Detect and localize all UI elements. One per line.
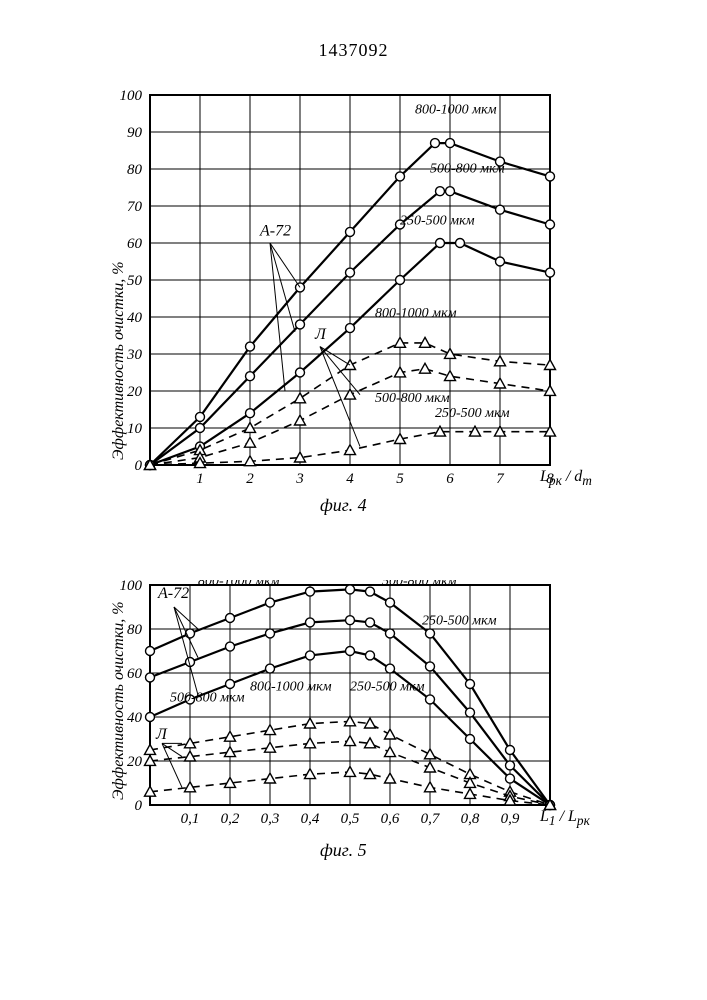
svg-text:0,7: 0,7 [421,811,441,827]
fig5-wrap: Эффективность очистки, % 0,10,20,30,40,5… [120,580,620,900]
svg-text:10: 10 [127,421,143,437]
svg-text:40: 40 [127,710,143,726]
fig5-chart: 0,1 0,2 0,3 0,4 0,5 0,6 0,7 0,8 0,9 0 20 40 60 80 100 А… [120,580,590,840]
svg-text:500-800 мкм: 500-800 мкм [430,162,505,177]
svg-text:90: 90 [127,125,143,141]
svg-text:800-1000 мкм: 800-1000 мкм [415,103,497,118]
doc-number: 1437092 [319,40,389,61]
svg-text:500-800 мкм: 500-800 мкм [382,580,457,589]
svg-text:250-500 мкм: 250-500 мкм [400,214,475,229]
svg-text:60: 60 [127,666,143,682]
svg-text:20: 20 [127,384,143,400]
svg-text:500-800 мкм: 500-800 мкм [375,391,450,406]
svg-text:0,5: 0,5 [341,811,360,827]
svg-text:80: 80 [127,622,143,638]
fig4-ylabel: Эффективность очистки, % [110,261,128,460]
svg-text:А-72: А-72 [157,585,189,602]
svg-text:0,2: 0,2 [221,811,240,827]
fig4-caption: фиг. 4 [320,495,367,516]
svg-text:0,9: 0,9 [501,811,520,827]
page: 1437092 Эффективность очистки, % 1 2 3 4 5 6 7… [0,0,707,1000]
svg-text:Л: Л [155,726,168,743]
fig4-xlabel-text: Lрк / dт [540,468,592,485]
svg-text:100: 100 [120,580,143,594]
svg-text:6: 6 [446,471,454,487]
fig5-xlabel-text: L1 / Lрк [540,808,590,825]
svg-text:0,6: 0,6 [381,811,400,827]
svg-text:0: 0 [135,458,143,474]
svg-text:100: 100 [120,90,143,104]
svg-text:3: 3 [295,471,304,487]
svg-text:0: 0 [135,798,143,814]
svg-text:0,1: 0,1 [181,811,200,827]
svg-text:70: 70 [127,199,143,215]
svg-text:250-500 мкм: 250-500 мкм [435,406,510,421]
svg-text:0,8: 0,8 [461,811,480,827]
svg-text:250-500 мкм: 250-500 мкм [422,614,497,629]
fig5-xlabel: L1 / Lрк [540,808,590,829]
svg-text:60: 60 [127,236,143,252]
svg-text:500-800 мкм: 500-800 мкм [170,691,245,706]
svg-text:А-72: А-72 [259,223,291,240]
fig5-caption: фиг. 5 [320,840,367,861]
fig4-xlabel: Lрк / dт [540,468,592,489]
fig4-chart: 123456780102030405060708090100А-72Л800-1… [120,90,590,500]
svg-text:4: 4 [346,471,354,487]
svg-text:250-500 мкм: 250-500 мкм [350,680,425,695]
svg-text:5: 5 [396,471,404,487]
svg-text:7: 7 [496,471,505,487]
svg-text:80: 80 [127,162,143,178]
svg-text:800-1000 мкм: 800-1000 мкм [250,680,332,695]
svg-text:1: 1 [196,471,204,487]
fig4-wrap: Эффективность очистки, % 123456780102030… [120,90,620,530]
svg-text:0,4: 0,4 [301,811,320,827]
svg-text:40: 40 [127,310,143,326]
svg-text:20: 20 [127,754,143,770]
svg-text:50: 50 [127,273,143,289]
svg-text:Л: Л [314,326,327,343]
svg-text:0,3: 0,3 [261,811,280,827]
svg-text:800-1000 мкм: 800-1000 мкм [198,580,280,589]
svg-text:800-1000 мкм: 800-1000 мкм [375,306,457,321]
svg-text:30: 30 [126,347,143,363]
fig5-ylabel: Эффективность очистки, % [110,601,128,800]
svg-text:2: 2 [246,471,254,487]
